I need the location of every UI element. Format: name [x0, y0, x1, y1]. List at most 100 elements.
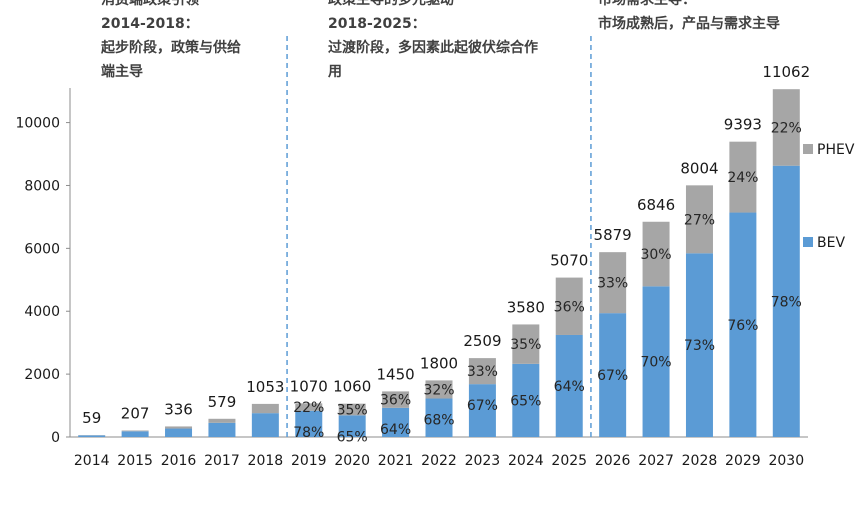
bar-phev: [251, 403, 279, 414]
total-label: 5879: [594, 226, 632, 244]
x-tick-label: 2025: [551, 453, 587, 469]
bev-pct-label: 67%: [467, 398, 498, 414]
total-label: 1450: [376, 365, 414, 383]
phase-2-line-2: 2018-2025：: [328, 16, 426, 32]
legend-swatch-phev: [803, 144, 813, 154]
phase-1-line-4: 端主导: [101, 64, 143, 80]
phase-annotation-3: 市场需求主导： 市场成熟后，产品与需求主导: [598, 0, 780, 36]
phase-1-line-3: 起步阶段，政策与供给: [101, 40, 241, 56]
bar-bev: [251, 413, 279, 437]
bev-pct-label: 70%: [640, 355, 671, 371]
phev-pct-label: 24%: [727, 170, 758, 186]
bar-phev: [729, 141, 757, 213]
x-tick-label: 2016: [161, 453, 197, 469]
bar-bev: [208, 422, 236, 437]
phase-2-line-4: 用: [328, 64, 342, 80]
phev-pct-label: 33%: [597, 276, 628, 292]
bar-bev: [468, 384, 496, 437]
bar-bev: [295, 410, 323, 437]
total-label: 3580: [507, 298, 545, 316]
phase-2-line-3: 过渡阶段，多因素此起彼伏综合作: [328, 40, 538, 56]
bar-phev: [685, 185, 713, 254]
bar-phev: [338, 403, 366, 416]
bev-pct-label: 73%: [684, 338, 715, 354]
x-tick-label: 2030: [768, 453, 804, 469]
total-label: 11062: [762, 63, 810, 81]
total-label: 59: [82, 409, 101, 427]
total-label: 2509: [463, 332, 501, 350]
phev-pct-label: 27%: [684, 212, 715, 228]
x-tick-label: 2019: [291, 453, 327, 469]
phase-1-line-1: 消费端政策引领: [101, 0, 199, 8]
y-tick-label: 10000: [15, 116, 60, 132]
bar-phev: [165, 426, 193, 429]
x-tick-label: 2017: [204, 453, 240, 469]
bev-pct-label: 64%: [554, 379, 585, 395]
bar-phev: [772, 89, 800, 166]
total-label: 1060: [333, 378, 371, 396]
bar-phev: [512, 324, 540, 364]
phase-annotation-1: 消费端政策引领 2014-2018： 起步阶段，政策与供给 端主导: [101, 0, 241, 84]
phase-2-line-1: 政策主导的多元驱动: [328, 0, 454, 8]
bar-bev: [165, 428, 193, 437]
phase-3-line-1: 市场需求主导：: [598, 0, 696, 8]
bar-phev: [382, 391, 410, 408]
y-tick-label: 8000: [24, 178, 60, 194]
legend-swatch-bev: [803, 237, 813, 247]
legend-label-phev: PHEV: [817, 142, 855, 158]
x-tick-label: 2022: [421, 453, 457, 469]
x-tick-label: 2015: [117, 453, 153, 469]
bar-bev: [78, 435, 106, 437]
phev-pct-label: 33%: [467, 364, 498, 380]
legend-label-bev: BEV: [817, 235, 845, 251]
total-label: 1053: [246, 378, 284, 396]
bev-pct-label: 65%: [510, 393, 541, 409]
bar-phev: [468, 358, 496, 385]
bev-pct-label: 78%: [293, 425, 324, 441]
x-tick-label: 2021: [378, 453, 414, 469]
bar-phev: [295, 403, 323, 411]
x-tick-label: 2014: [74, 453, 110, 469]
y-tick-label: 4000: [24, 304, 60, 320]
bev-pct-label: 76%: [727, 318, 758, 334]
bar-bev: [121, 431, 149, 437]
bar-bev: [642, 286, 670, 437]
bev-pct-label: 64%: [380, 422, 411, 438]
phev-pct-label: 35%: [337, 403, 368, 419]
total-label: 1800: [420, 354, 458, 372]
total-label: 579: [208, 393, 237, 411]
phev-pct-label: 30%: [640, 247, 671, 263]
bar-phev: [555, 277, 583, 335]
total-label: 207: [121, 404, 150, 422]
phase-annotation-2: 政策主导的多元驱动 2018-2025： 过渡阶段，多因素此起彼伏综合作 用: [328, 0, 538, 84]
bev-pct-label: 65%: [337, 429, 368, 445]
phev-pct-label: 35%: [510, 337, 541, 353]
bar-bev: [338, 415, 366, 437]
x-tick-label: 2028: [682, 453, 718, 469]
bar-bev: [772, 165, 800, 438]
bar-bev: [382, 407, 410, 437]
total-label: 336: [164, 400, 193, 418]
y-tick-label: 2000: [24, 367, 60, 383]
total-label: 8004: [680, 159, 718, 177]
bev-pct-label: 68%: [423, 413, 454, 429]
x-tick-label: 2029: [725, 453, 761, 469]
x-tick-label: 2027: [638, 453, 674, 469]
x-tick-label: 2023: [465, 453, 501, 469]
phev-pct-label: 32%: [423, 382, 454, 398]
phev-pct-label: 36%: [380, 393, 411, 409]
total-label: 6846: [637, 196, 675, 214]
bar-bev: [425, 398, 453, 437]
bev-pct-label: 78%: [771, 294, 802, 310]
total-label: 1070: [290, 377, 328, 395]
bar-bev: [599, 313, 627, 437]
bar-bev: [685, 253, 713, 437]
phase-3-line-2: 市场成熟后，产品与需求主导: [598, 16, 780, 32]
bev-pct-label: 67%: [597, 368, 628, 384]
bar-bev: [555, 334, 583, 437]
x-tick-label: 2018: [248, 453, 284, 469]
x-tick-label: 2024: [508, 453, 544, 469]
x-tick-label: 2026: [595, 453, 631, 469]
y-tick-label: 6000: [24, 241, 60, 257]
